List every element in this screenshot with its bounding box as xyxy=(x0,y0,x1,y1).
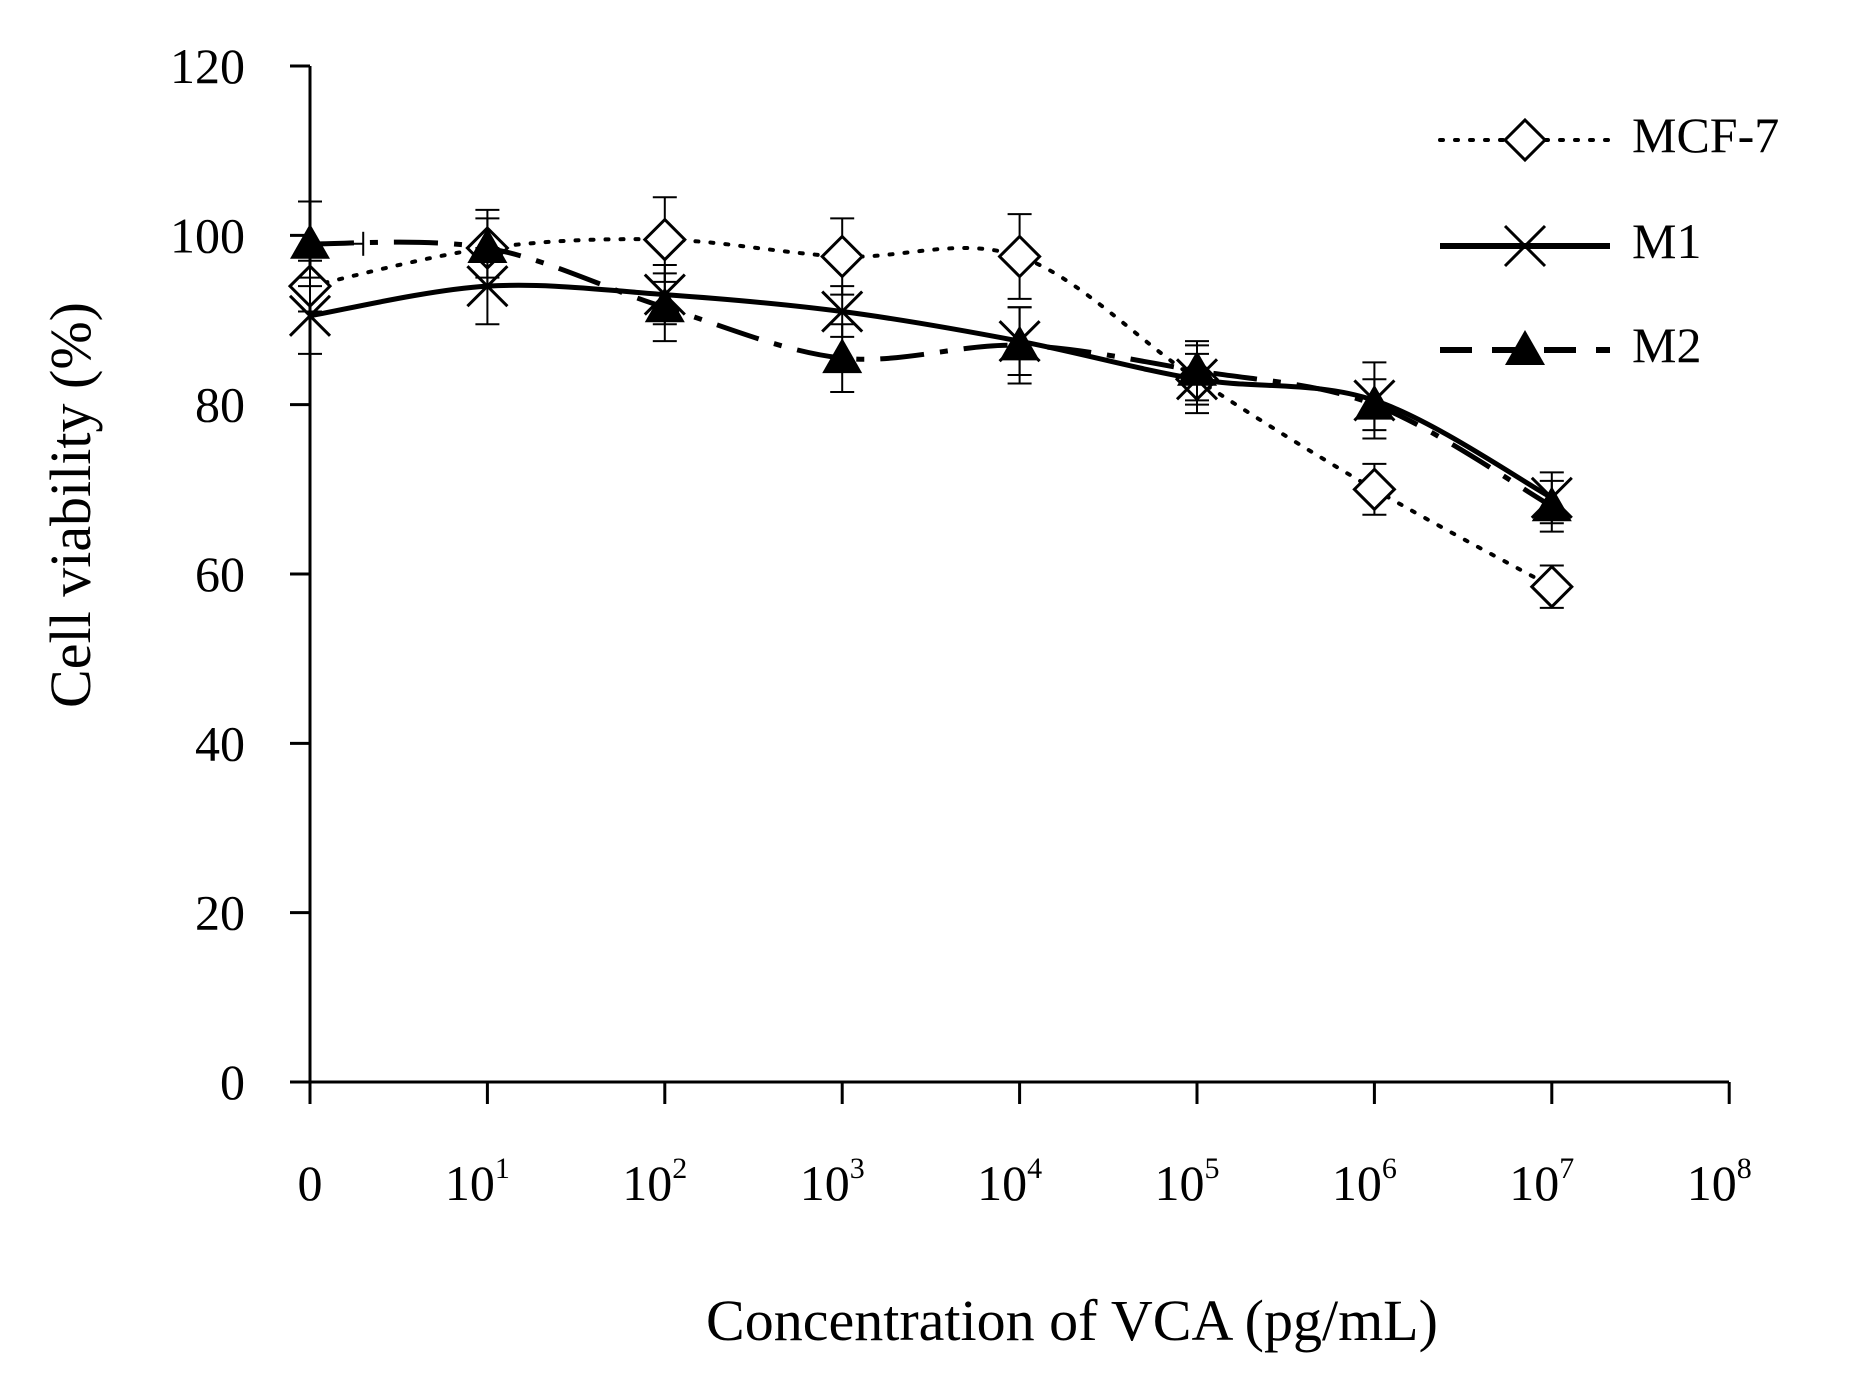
legend-sample-m1 xyxy=(1440,224,1610,268)
y-tick-label: 60 xyxy=(195,546,245,602)
y-tick-label: 120 xyxy=(170,38,245,94)
y-tick-label: 40 xyxy=(195,715,245,771)
data-point-mcf7 xyxy=(642,217,687,262)
legend-item-mcf7: MCF-7 xyxy=(1438,107,1779,163)
legend: MCF-7 M1 M2 xyxy=(1438,107,1779,373)
legend-marker-m1 xyxy=(1503,224,1547,268)
data-point-m2 xyxy=(1354,384,1395,420)
x-ticks: 0 101 102 103 104 105 106 107 108 xyxy=(298,1082,1752,1211)
legend-sample-mcf7 xyxy=(1438,117,1612,163)
series-line-m1 xyxy=(309,282,1554,500)
y-ticks: 0 20 40 60 80 100 120 xyxy=(170,38,310,1110)
data-point-mcf7 xyxy=(1352,467,1397,512)
data-point-mcf7 xyxy=(1529,564,1574,609)
data-point-m2 xyxy=(1177,350,1217,386)
data-point-mcf7 xyxy=(997,234,1042,279)
y-axis-title: Cell viability (%) xyxy=(38,302,103,708)
x-tick-label: 108 xyxy=(1687,1152,1752,1211)
data-point-m2 xyxy=(467,228,508,264)
series-line-m2 xyxy=(309,239,1554,509)
x-tick-label: 0 xyxy=(298,1155,323,1211)
y-tick-label: 20 xyxy=(195,885,245,941)
y-tick-label: 80 xyxy=(195,377,245,433)
y-tick-label: 0 xyxy=(220,1054,245,1110)
legend-label-m2: M2 xyxy=(1632,317,1701,373)
data-point-mcf7 xyxy=(820,234,865,279)
series-m2 xyxy=(290,200,1572,533)
legend-label-m1: M1 xyxy=(1632,213,1701,269)
data-point-m2 xyxy=(644,287,685,323)
x-tick-label: 107 xyxy=(1509,1152,1574,1211)
data-point-m1 xyxy=(288,294,332,337)
x-axis-title: Concentration of VCA (pg/mL) xyxy=(706,1288,1438,1353)
legend-label-mcf7: MCF-7 xyxy=(1632,107,1779,163)
data-point-m2 xyxy=(999,325,1040,361)
legend-marker-m2 xyxy=(1505,330,1545,365)
series-layer xyxy=(287,196,1574,609)
x-tick-label: 101 xyxy=(445,1152,510,1211)
data-point-m2 xyxy=(1531,486,1572,522)
legend-item-m2: M2 xyxy=(1440,317,1701,373)
data-point-m1 xyxy=(821,290,864,333)
x-tick-label: 102 xyxy=(622,1152,687,1211)
data-point-m2 xyxy=(822,338,863,374)
x-tick-label: 105 xyxy=(1155,1152,1220,1211)
legend-sample-m2 xyxy=(1440,330,1610,365)
x-tick-label: 104 xyxy=(977,1152,1042,1211)
x-tick-label: 103 xyxy=(800,1152,865,1211)
data-point-m2 xyxy=(290,223,330,259)
x-tick-label: 106 xyxy=(1332,1152,1397,1211)
y-tick-label: 100 xyxy=(170,207,245,263)
legend-marker-mcf7 xyxy=(1502,117,1548,163)
legend-item-m1: M1 xyxy=(1440,213,1701,269)
